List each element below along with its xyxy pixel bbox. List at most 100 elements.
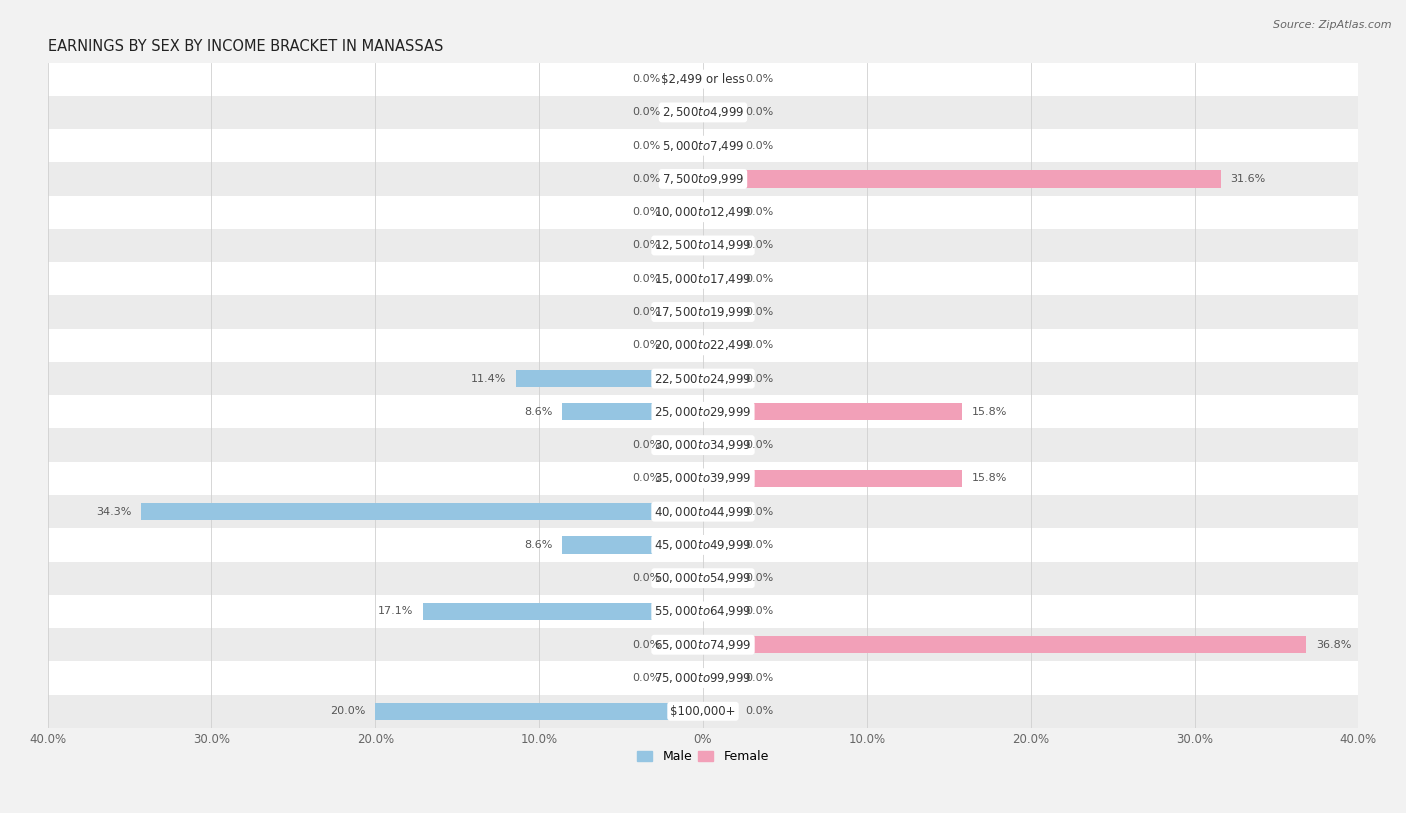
Text: 11.4%: 11.4%	[471, 373, 506, 384]
Bar	[703, 570, 735, 587]
Text: $10,000 to $12,499: $10,000 to $12,499	[654, 205, 752, 220]
Bar	[48, 362, 1358, 395]
Bar	[671, 203, 703, 221]
Text: 0.0%: 0.0%	[745, 107, 773, 117]
Text: 15.8%: 15.8%	[972, 473, 1007, 484]
Text: $100,000+: $100,000+	[671, 705, 735, 718]
Bar	[671, 71, 703, 88]
Bar	[48, 328, 1358, 362]
Bar	[48, 295, 1358, 328]
Text: EARNINGS BY SEX BY INCOME BRACKET IN MANASSAS: EARNINGS BY SEX BY INCOME BRACKET IN MAN…	[48, 39, 443, 54]
Text: 0.0%: 0.0%	[633, 640, 661, 650]
Text: $15,000 to $17,499: $15,000 to $17,499	[654, 272, 752, 285]
Bar	[48, 694, 1358, 728]
Text: $17,500 to $19,999: $17,500 to $19,999	[654, 305, 752, 319]
Bar	[671, 104, 703, 121]
Bar	[48, 628, 1358, 661]
Text: 0.0%: 0.0%	[633, 673, 661, 683]
Text: 0.0%: 0.0%	[633, 440, 661, 450]
Bar	[703, 137, 735, 154]
Bar	[423, 602, 703, 620]
Text: 0.0%: 0.0%	[745, 673, 773, 683]
Text: 8.6%: 8.6%	[524, 540, 553, 550]
Text: 17.1%: 17.1%	[378, 606, 413, 616]
Text: 0.0%: 0.0%	[745, 606, 773, 616]
Bar	[703, 403, 962, 420]
Bar	[48, 163, 1358, 196]
Bar	[703, 303, 735, 320]
Text: $2,500 to $4,999: $2,500 to $4,999	[662, 106, 744, 120]
Text: 8.6%: 8.6%	[524, 406, 553, 417]
Bar	[703, 537, 735, 554]
Text: 0.0%: 0.0%	[633, 241, 661, 250]
Bar	[48, 96, 1358, 129]
Text: $55,000 to $64,999: $55,000 to $64,999	[654, 604, 752, 619]
Bar	[703, 503, 735, 520]
Bar	[48, 228, 1358, 262]
Text: 0.0%: 0.0%	[633, 74, 661, 84]
Bar	[375, 702, 703, 720]
Text: 0.0%: 0.0%	[745, 74, 773, 84]
Text: $75,000 to $99,999: $75,000 to $99,999	[654, 671, 752, 685]
Bar	[671, 570, 703, 587]
Text: 0.0%: 0.0%	[633, 341, 661, 350]
Bar	[671, 470, 703, 487]
Bar	[562, 403, 703, 420]
Bar	[48, 595, 1358, 628]
Text: 0.0%: 0.0%	[633, 107, 661, 117]
Text: 0.0%: 0.0%	[745, 440, 773, 450]
Text: $22,500 to $24,999: $22,500 to $24,999	[654, 372, 752, 385]
Bar	[48, 528, 1358, 562]
Text: 0.0%: 0.0%	[745, 241, 773, 250]
Bar	[703, 237, 735, 254]
Bar	[671, 303, 703, 320]
Bar	[48, 262, 1358, 295]
Bar	[48, 395, 1358, 428]
Bar	[48, 63, 1358, 96]
Bar	[703, 170, 1220, 188]
Text: $45,000 to $49,999: $45,000 to $49,999	[654, 538, 752, 552]
Text: 15.8%: 15.8%	[972, 406, 1007, 417]
Bar	[703, 104, 735, 121]
Text: 0.0%: 0.0%	[745, 540, 773, 550]
Text: 0.0%: 0.0%	[745, 341, 773, 350]
Bar	[703, 437, 735, 454]
Text: 0.0%: 0.0%	[633, 174, 661, 184]
Bar	[48, 196, 1358, 228]
Bar	[703, 702, 735, 720]
Text: Source: ZipAtlas.com: Source: ZipAtlas.com	[1274, 20, 1392, 30]
Bar	[703, 337, 735, 354]
Text: 0.0%: 0.0%	[633, 141, 661, 150]
Text: $35,000 to $39,999: $35,000 to $39,999	[654, 472, 752, 485]
Bar	[671, 669, 703, 687]
Bar	[703, 370, 735, 387]
Text: 36.8%: 36.8%	[1316, 640, 1351, 650]
Text: 31.6%: 31.6%	[1230, 174, 1265, 184]
Text: 0.0%: 0.0%	[633, 307, 661, 317]
Bar	[671, 137, 703, 154]
Text: $7,500 to $9,999: $7,500 to $9,999	[662, 172, 744, 186]
Bar	[703, 470, 962, 487]
Text: $50,000 to $54,999: $50,000 to $54,999	[654, 572, 752, 585]
Text: 0.0%: 0.0%	[633, 207, 661, 217]
Bar	[703, 636, 1306, 654]
Text: $20,000 to $22,499: $20,000 to $22,499	[654, 338, 752, 352]
Bar	[703, 270, 735, 288]
Bar	[48, 462, 1358, 495]
Bar	[671, 237, 703, 254]
Text: 0.0%: 0.0%	[633, 573, 661, 583]
Text: 34.3%: 34.3%	[96, 506, 131, 516]
Text: 20.0%: 20.0%	[330, 706, 366, 716]
Bar	[48, 495, 1358, 528]
Text: 0.0%: 0.0%	[745, 506, 773, 516]
Bar	[703, 203, 735, 221]
Bar	[48, 428, 1358, 462]
Bar	[671, 636, 703, 654]
Text: $30,000 to $34,999: $30,000 to $34,999	[654, 438, 752, 452]
Bar	[516, 370, 703, 387]
Bar	[671, 170, 703, 188]
Bar	[48, 661, 1358, 694]
Bar	[48, 562, 1358, 595]
Text: 0.0%: 0.0%	[745, 373, 773, 384]
Bar	[671, 337, 703, 354]
